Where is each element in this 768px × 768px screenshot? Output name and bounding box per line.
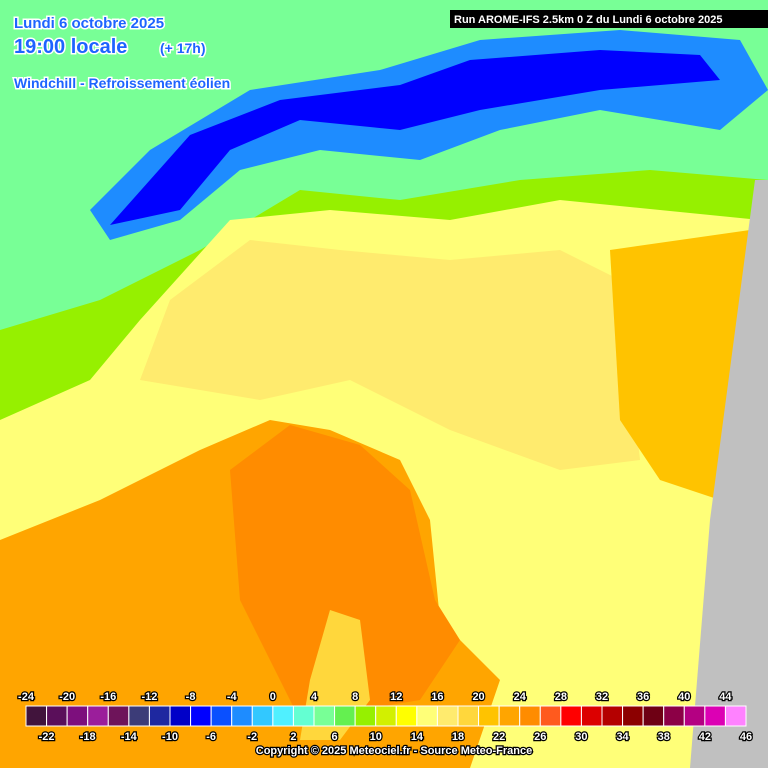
legend-label: 34 xyxy=(616,731,629,743)
legend-label: -24 xyxy=(18,691,35,703)
legend-label: 30 xyxy=(575,731,587,743)
legend-swatch xyxy=(190,705,212,727)
legend-swatch xyxy=(395,705,418,727)
legend-label: 20 xyxy=(472,691,484,703)
legend-label: -22 xyxy=(39,731,55,743)
adriatic xyxy=(610,230,750,500)
legend-swatch xyxy=(128,705,150,727)
legend-label: 2 xyxy=(290,731,296,743)
date: Lundi 6 octobre 2025 xyxy=(14,15,164,32)
legend-label: 8 xyxy=(352,691,358,703)
legend-label: -18 xyxy=(80,731,96,743)
legend-swatch xyxy=(416,705,438,727)
legend-label: 32 xyxy=(596,691,608,703)
legend-swatch xyxy=(148,705,171,727)
legend-swatch xyxy=(169,705,192,727)
legend-swatch xyxy=(210,705,233,727)
legend-swatch xyxy=(539,705,562,727)
legend-swatch xyxy=(436,705,459,727)
legend-swatch xyxy=(580,705,603,727)
out-of-domain xyxy=(690,180,768,768)
legend-swatch xyxy=(231,705,253,727)
legend-label: 22 xyxy=(493,731,505,743)
alps-peaks xyxy=(110,50,720,225)
legend-label: -20 xyxy=(59,691,75,703)
legend-swatch xyxy=(66,705,89,727)
legend-label: 28 xyxy=(555,691,567,703)
copyright: Copyright © 2025 Meteociel.fr - Source M… xyxy=(256,745,532,757)
legend-label: 18 xyxy=(452,731,464,743)
legend-label: -14 xyxy=(121,731,138,743)
legend-label: 4 xyxy=(311,691,318,703)
legend-label: 26 xyxy=(534,731,546,743)
po-valley xyxy=(140,240,640,470)
legend-swatch xyxy=(251,705,274,727)
legend-label: -12 xyxy=(141,691,157,703)
time-offset: (+ 17h) xyxy=(160,40,206,56)
legend-swatch xyxy=(313,705,336,727)
parameter: Windchill - Refroissement éolien xyxy=(14,75,230,91)
legend-swatch xyxy=(622,705,644,727)
legend-label: 16 xyxy=(431,691,443,703)
legend-swatch xyxy=(704,705,726,727)
legend-swatch xyxy=(457,705,480,727)
legend-swatch xyxy=(498,705,521,727)
legend-label: 38 xyxy=(658,731,670,743)
legend-label: 36 xyxy=(637,691,649,703)
legend-swatch xyxy=(642,705,665,727)
legend-swatch xyxy=(375,705,397,727)
legend-swatch xyxy=(107,705,130,727)
legend-label: -16 xyxy=(100,691,116,703)
legend-label: -4 xyxy=(227,691,238,703)
time: 19:00 locale xyxy=(14,36,127,58)
legend-swatch xyxy=(683,705,706,727)
run-banner xyxy=(450,10,768,28)
legend-swatch xyxy=(87,705,109,727)
legend-label: 42 xyxy=(699,731,711,743)
legend-swatch xyxy=(46,705,68,727)
legend-label: 40 xyxy=(678,691,690,703)
ligurian-sea xyxy=(230,425,460,720)
legend-label: -6 xyxy=(206,731,216,743)
run-info: Run AROME-IFS 2.5km 0 Z du Lundi 6 octob… xyxy=(454,14,723,26)
legend-label: 44 xyxy=(719,691,732,703)
legend-swatch xyxy=(478,705,500,727)
legend-swatch xyxy=(354,705,377,727)
legend-label: -8 xyxy=(186,691,196,703)
legend-label: 46 xyxy=(740,731,752,743)
legend-swatch xyxy=(292,705,315,727)
legend-label: -2 xyxy=(247,731,257,743)
legend-swatch xyxy=(519,705,541,727)
legend-swatch xyxy=(601,705,624,727)
legend-swatch xyxy=(334,705,356,727)
legend-label: -10 xyxy=(162,731,178,743)
legend-label: 10 xyxy=(370,731,382,743)
legend-label: 24 xyxy=(514,691,527,703)
legend-label: 14 xyxy=(411,731,424,743)
legend-swatch xyxy=(25,705,48,727)
legend-swatch xyxy=(724,705,747,727)
legend-label: 6 xyxy=(332,731,338,743)
legend-swatch xyxy=(663,705,685,727)
legend-swatch xyxy=(560,705,582,727)
legend-swatch xyxy=(272,705,294,727)
legend-label: 12 xyxy=(390,691,402,703)
legend-label: 0 xyxy=(270,691,276,703)
